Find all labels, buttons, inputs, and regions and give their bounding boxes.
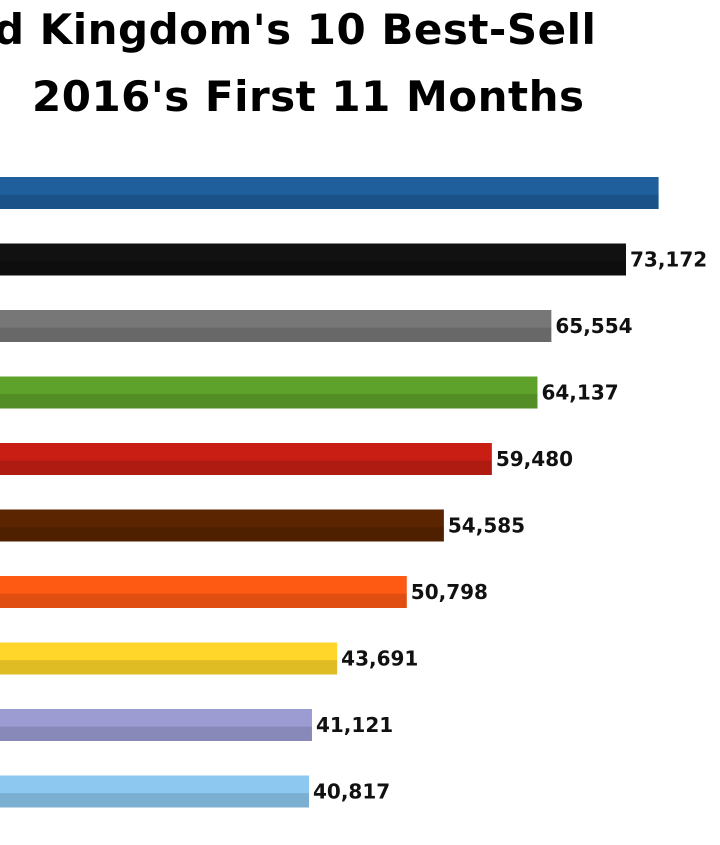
bars-layer (0, 177, 659, 808)
data-label-3: 65,554 (555, 314, 632, 338)
bar-shade-5 (0, 460, 492, 475)
bar-shade-7 (0, 593, 407, 608)
data-label-9: 41,121 (316, 713, 393, 737)
bar-7 (0, 576, 407, 608)
bar-1 (0, 177, 659, 209)
data-label-6: 54,585 (448, 514, 525, 538)
bar-5 (0, 443, 492, 475)
bar-shade-3 (0, 327, 552, 342)
bar-9 (0, 709, 312, 741)
bar-shade-4 (0, 394, 538, 409)
bar-shade-6 (0, 527, 444, 542)
data-label-8: 43,691 (341, 647, 418, 671)
bar-shade-1 (0, 194, 659, 209)
data-label-5: 59,480 (496, 447, 573, 471)
chart-title-line-2: 2016's First 11 Months (32, 72, 585, 121)
bar-4 (0, 376, 538, 409)
bar-10 (0, 775, 309, 808)
data-label-2: 73,172 (630, 248, 707, 272)
chart-title-line-1: d Kingdom's 10 Best-Sell (0, 5, 597, 54)
bar-shade-10 (0, 793, 309, 808)
bar-shade-8 (0, 660, 338, 675)
data-label-7: 50,798 (411, 580, 488, 604)
data-labels-layer: 73,172 65,554 64,137 59,480 54,585 50,798 43,6… (313, 248, 707, 804)
bar-6 (0, 509, 444, 542)
bar-shade-2 (0, 261, 626, 276)
data-label-4: 64,137 (541, 381, 618, 405)
bar-2 (0, 243, 626, 276)
bar-shade-9 (0, 726, 312, 741)
bar-8 (0, 642, 338, 675)
data-label-10: 40,817 (313, 780, 390, 804)
bar-3 (0, 310, 552, 342)
